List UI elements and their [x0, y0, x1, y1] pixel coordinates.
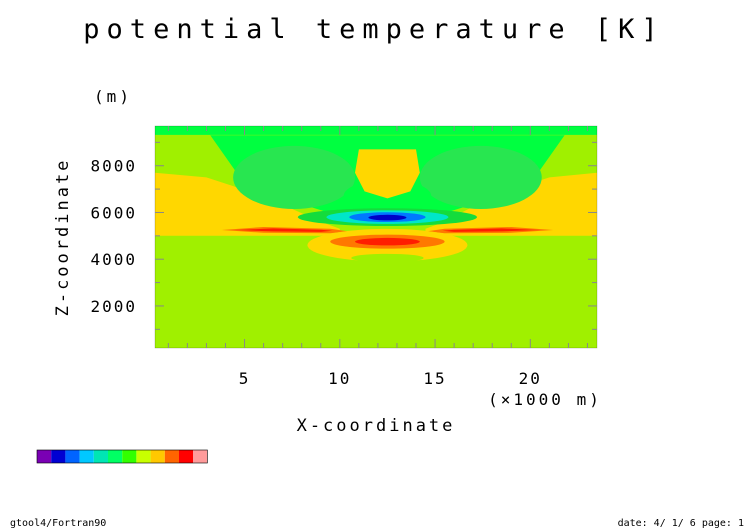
y-tick-label: 6000	[90, 203, 137, 222]
right-green-core	[419, 145, 542, 209]
colorbar-swatch	[65, 450, 80, 463]
y-tick-label: 8000	[90, 157, 137, 176]
plot-frame	[154, 125, 598, 349]
colorbar-swatch	[179, 450, 194, 463]
x-tick-label: 5	[239, 369, 251, 388]
temperature-field	[155, 126, 597, 348]
footer-date-page: date: 4/ 1/ 6 page: 1	[618, 518, 744, 529]
colorbar	[36, 449, 208, 464]
y-tick-label: 4000	[90, 250, 137, 269]
top-green-band	[155, 126, 597, 135]
y-axis-label: Z-coordinate	[53, 158, 73, 317]
colorbar-swatch	[150, 450, 165, 463]
colorbar-swatch	[37, 450, 52, 463]
x-tick-label: 20	[519, 369, 542, 388]
y-axis-unit: (m)	[94, 87, 132, 106]
left-warm-wedge	[155, 172, 340, 236]
colorbar-swatch	[193, 450, 208, 463]
left-red-streak	[235, 228, 333, 232]
colorbar-swatch	[136, 450, 151, 463]
x-axis-unit: (×1000 m)	[488, 390, 602, 409]
left-green-core	[233, 145, 356, 209]
cold-core-deep	[368, 214, 407, 221]
colorbar-swatch	[122, 450, 137, 463]
colorbar-frame	[36, 449, 208, 464]
warm-lens-gap	[351, 253, 424, 263]
central-warm-bubble	[355, 149, 420, 199]
warm-core-red	[355, 237, 420, 246]
colorbar-swatch	[79, 450, 94, 463]
colorbar-swatch	[51, 450, 66, 463]
x-tick-label: 10	[328, 369, 351, 388]
x-axis-label: X-coordinate	[297, 416, 456, 436]
footer-program: gtool4/Fortran90	[10, 518, 106, 529]
colorbar-swatch	[164, 450, 179, 463]
y-tick-label: 2000	[90, 297, 137, 316]
right-red-streak	[442, 228, 540, 232]
colorbar-swatch	[108, 450, 123, 463]
x-tick-label: 15	[423, 369, 446, 388]
colorbar-swatch	[93, 450, 108, 463]
axes: 5 10 15 20 2000 4000 6000 8000	[90, 125, 598, 388]
chart-title: potential temperature [K]	[83, 14, 664, 45]
